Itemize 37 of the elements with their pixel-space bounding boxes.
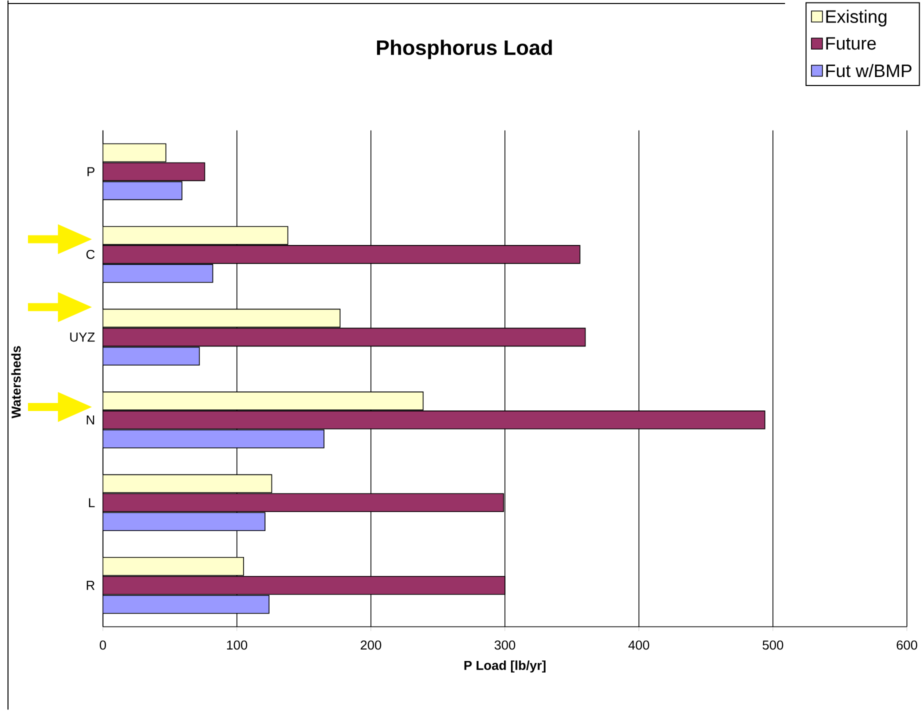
legend-label: Existing [826,10,886,27]
bar [102,392,424,411]
bar [102,162,206,182]
x-tick-label: 500 [762,640,784,650]
chart-title: Phosphorus Load [377,40,552,60]
bar [102,328,586,347]
bar [102,410,766,430]
bar [102,474,272,494]
x-tick-label: 0 [100,640,106,650]
legend-label: Future [826,37,876,50]
x-tick-label: 300 [494,640,516,650]
bar [102,144,166,162]
y-tick-label: R [86,581,95,590]
bar [102,309,340,328]
y-tick-label: L [88,498,95,508]
bar [102,595,270,614]
bar [102,226,288,246]
bar [102,512,266,532]
bar [102,557,244,576]
x-tick-label: 100 [227,640,248,650]
x-tick-label: 400 [628,640,650,650]
bar [102,346,200,366]
y-tick-label: C [86,250,95,260]
bar [102,181,182,200]
bar [102,264,214,283]
x-tick-label: 200 [360,640,382,650]
bar [102,493,504,512]
x-axis-title: P Load [lb/yr] [464,660,546,673]
x-tick-label: 600 [896,640,918,650]
y-axis-title: Watersheds [11,346,21,419]
bar [102,430,324,448]
y-tick-label: N [86,416,94,425]
legend-label: Fut w/BMP [826,64,912,78]
y-tick-label: P [88,167,94,176]
bar [102,245,580,264]
y-tick-label: UYZ [70,332,95,342]
bar [102,576,506,595]
